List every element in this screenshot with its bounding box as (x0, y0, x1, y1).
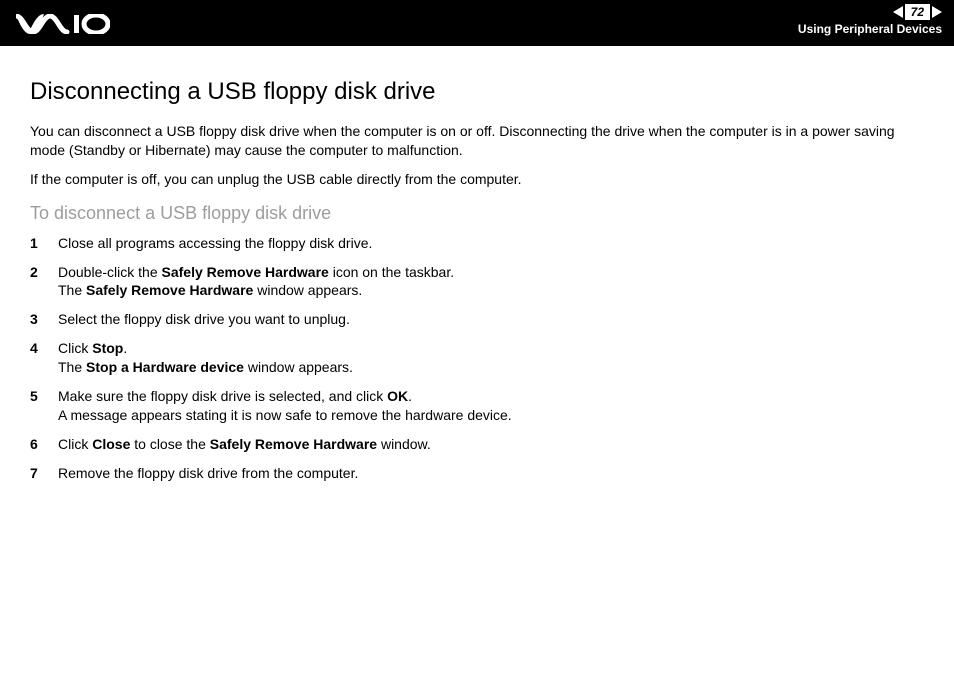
header-right: 72 Using Peripheral Devices (798, 4, 942, 36)
step-text: Close all programs accessing the floppy … (58, 234, 924, 253)
next-page-arrow-icon[interactable] (932, 6, 942, 18)
step-number: 5 (30, 387, 58, 406)
page-nav: 72 (893, 4, 942, 20)
procedure-steps: 1Close all programs accessing the floppy… (30, 234, 924, 483)
prev-page-arrow-icon[interactable] (893, 6, 903, 18)
step-number: 1 (30, 234, 58, 253)
step-text: Click Close to close the Safely Remove H… (58, 435, 924, 454)
step-number: 3 (30, 310, 58, 329)
step-item: 6Click Close to close the Safely Remove … (30, 435, 924, 454)
procedure-subheading: To disconnect a USB floppy disk drive (30, 203, 924, 224)
step-text: Remove the floppy disk drive from the co… (58, 464, 924, 483)
step-text: Double-click the Safely Remove Hardware … (58, 263, 924, 301)
step-item: 5Make sure the floppy disk drive is sele… (30, 387, 924, 425)
page-content: Disconnecting a USB floppy disk drive Yo… (0, 46, 954, 483)
step-text: Click Stop.The Stop a Hardware device wi… (58, 339, 924, 377)
step-number: 7 (30, 464, 58, 483)
step-item: 1Close all programs accessing the floppy… (30, 234, 924, 253)
step-number: 2 (30, 263, 58, 282)
step-item: 3Select the floppy disk drive you want t… (30, 310, 924, 329)
step-item: 2Double-click the Safely Remove Hardware… (30, 263, 924, 301)
step-number: 6 (30, 435, 58, 454)
intro-paragraph-1: You can disconnect a USB floppy disk dri… (30, 122, 924, 160)
header-bar: 72 Using Peripheral Devices (0, 0, 954, 46)
step-item: 4Click Stop.The Stop a Hardware device w… (30, 339, 924, 377)
page-title: Disconnecting a USB floppy disk drive (30, 78, 924, 106)
step-text: Make sure the floppy disk drive is selec… (58, 387, 924, 425)
page-number: 72 (905, 4, 930, 20)
intro-paragraph-2: If the computer is off, you can unplug t… (30, 170, 924, 189)
step-text: Select the floppy disk drive you want to… (58, 310, 924, 329)
section-name: Using Peripheral Devices (798, 22, 942, 36)
step-number: 4 (30, 339, 58, 358)
vaio-logo (16, 14, 110, 34)
step-item: 7Remove the floppy disk drive from the c… (30, 464, 924, 483)
